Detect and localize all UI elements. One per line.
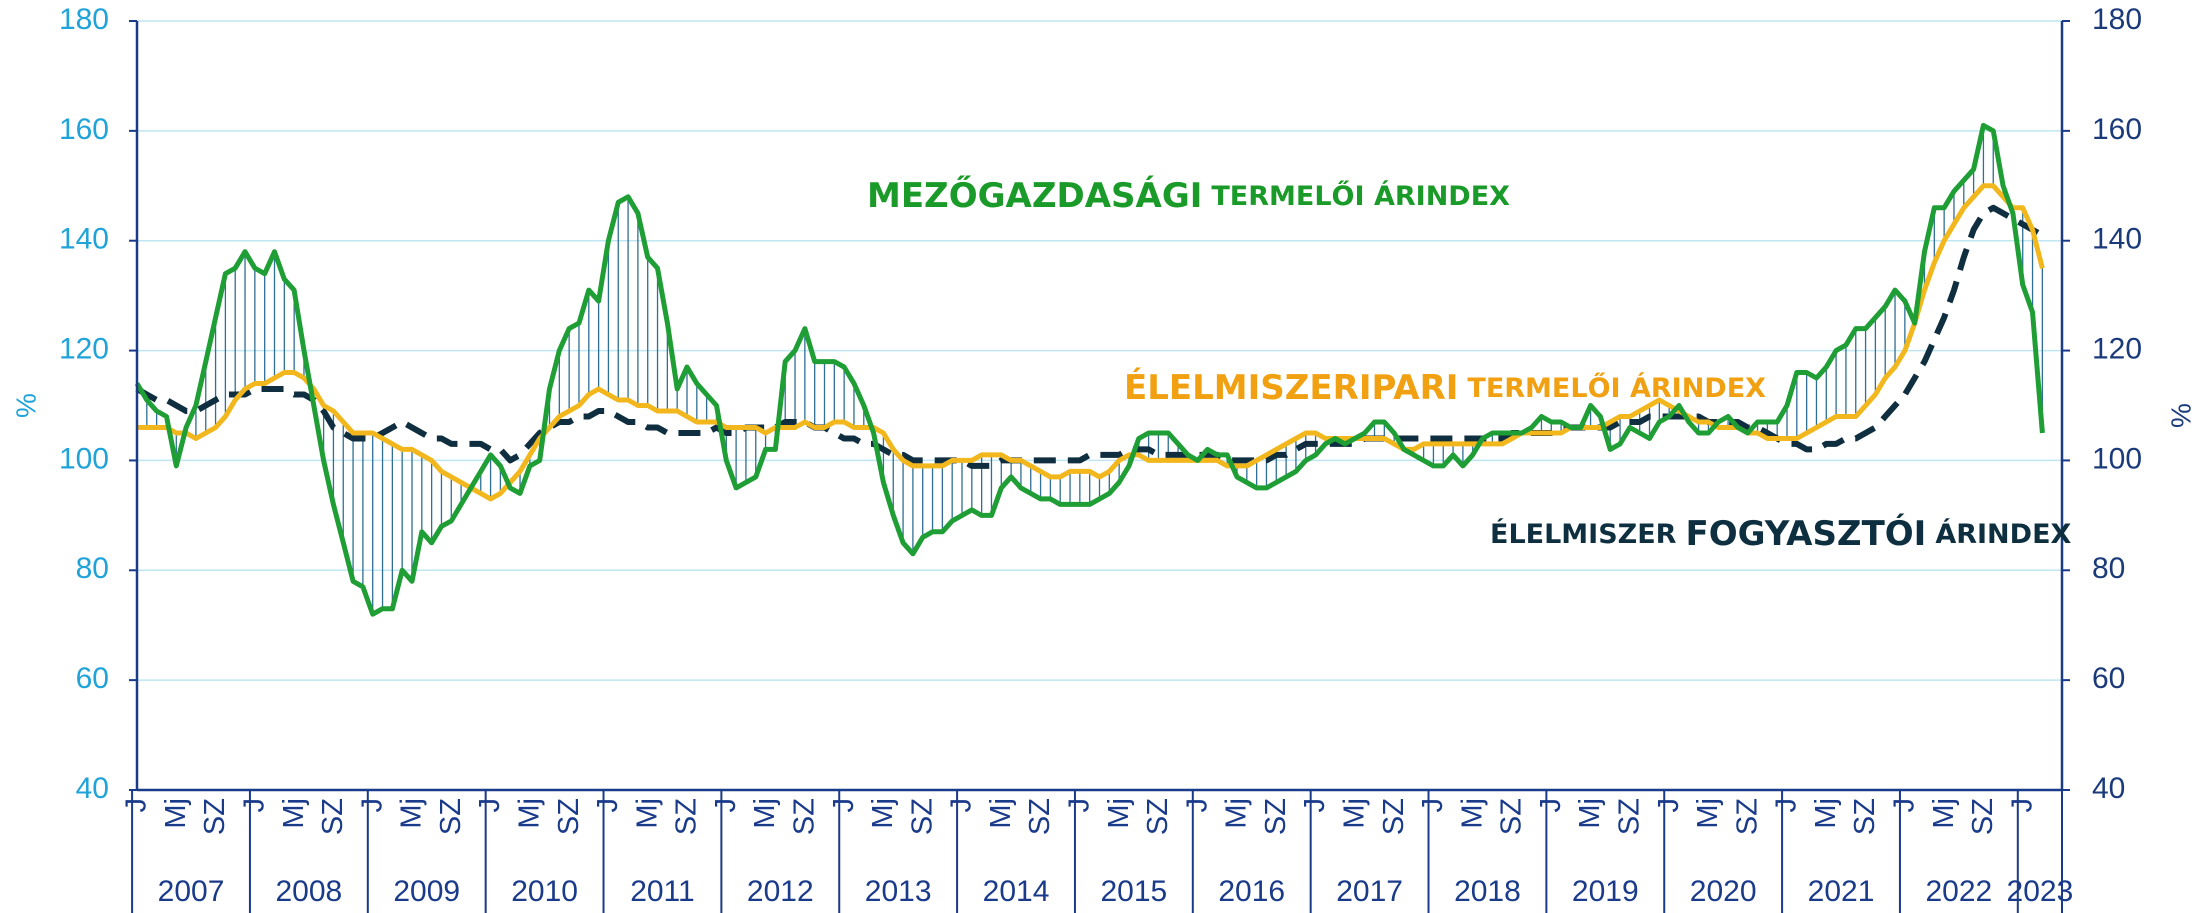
- x-tick-label: J: [356, 798, 388, 813]
- y2-tick-label: 60: [2092, 662, 2125, 695]
- x-tick-label: SZ: [671, 798, 703, 835]
- x-tick-label: Mj: [985, 798, 1017, 829]
- x-tick-label: SZ: [1967, 798, 1999, 835]
- year-label: 2018: [1454, 875, 1521, 908]
- annotation: ÉLELMISZER FOGYASZTÓI ÁRINDEX: [1490, 513, 2072, 554]
- annotation-part: ÁRINDEX: [1935, 518, 2071, 550]
- x-tick-label: J: [239, 798, 271, 813]
- annotation-part: FOGYASZTÓI: [1685, 513, 1926, 554]
- annotation-part: ÉLELMISZER: [1490, 518, 1677, 550]
- x-tick-label: SZ: [1731, 798, 1763, 835]
- y2-tick-label: 80: [2092, 552, 2125, 585]
- year-label: 2015: [1101, 875, 1168, 908]
- annotation-part: ÉLELMISZERIPARI: [1124, 367, 1458, 408]
- x-tick-label: Mj: [1103, 798, 1135, 829]
- x-tick-label: J: [1181, 798, 1213, 813]
- y-axis-title: %: [10, 393, 41, 418]
- x-tick-label: J: [1889, 798, 1921, 813]
- year-label: 2009: [393, 875, 460, 908]
- x-tick-label: SZ: [1142, 798, 1174, 835]
- x-tick-label: J: [1064, 798, 1096, 813]
- year-label: 2019: [1572, 875, 1639, 908]
- y-tick-label: 100: [59, 442, 109, 475]
- x-tick-label: SZ: [435, 798, 467, 835]
- year-label: 2017: [1336, 875, 1403, 908]
- y2-tick-label: 100: [2092, 442, 2142, 475]
- x-tick-label: SZ: [553, 798, 585, 835]
- year-label: 2010: [511, 875, 578, 908]
- series-line: [137, 183, 2045, 502]
- annotation-part: TERMELŐI ÁRINDEX: [1467, 372, 1766, 404]
- annotation: MEZŐGAZDASÁGI TERMELŐI ÁRINDEX: [867, 175, 1510, 216]
- y2-tick-label: 120: [2092, 332, 2142, 365]
- x-tick-label: SZ: [317, 798, 349, 835]
- year-label: 2014: [983, 875, 1050, 908]
- y-tick-label: 40: [76, 772, 109, 805]
- x-tick-label: SZ: [906, 798, 938, 835]
- x-tick-label: Mj: [1221, 798, 1253, 829]
- y-tick-label: 80: [76, 552, 109, 585]
- x-tick-label: Mj: [1928, 798, 1960, 829]
- year-label: 2013: [865, 875, 932, 908]
- y-tick-label: 120: [59, 332, 109, 365]
- y-tick-label: 160: [59, 113, 109, 146]
- series-line: [134, 122, 2045, 617]
- x-tick-label: J: [1299, 798, 1331, 813]
- x-tick-label: Mj: [1574, 798, 1606, 829]
- x-tick-label: SZ: [789, 798, 821, 835]
- x-tick-label: J: [121, 798, 153, 813]
- x-tick-label: J: [946, 798, 978, 813]
- x-tick-label: Mj: [867, 798, 899, 829]
- x-tick-label: Mj: [631, 798, 663, 829]
- annotation-part: TERMELŐI ÁRINDEX: [1211, 180, 1510, 212]
- x-tick-label: Mj: [749, 798, 781, 829]
- x-tick-label: Mj: [160, 798, 192, 829]
- x-tick-label: Mj: [514, 798, 546, 829]
- y2-tick-label: 160: [2092, 113, 2142, 146]
- year-label: 2023: [2007, 875, 2074, 908]
- series-line: [135, 204, 2044, 469]
- x-tick-label: Mj: [1810, 798, 1842, 829]
- x-tick-label: J: [1535, 798, 1567, 813]
- y2-axis-title: %: [2165, 403, 2196, 428]
- y-tick-label: 180: [59, 3, 109, 36]
- year-label: 2011: [630, 875, 695, 908]
- x-tick-label: Mj: [1692, 798, 1724, 829]
- x-tick-label: J: [592, 798, 624, 813]
- x-tick-label: J: [474, 798, 506, 813]
- y-tick-label: 60: [76, 662, 109, 695]
- y2-tick-label: 140: [2092, 223, 2142, 256]
- annotation: ÉLELMISZERIPARI TERMELŐI ÁRINDEX: [1124, 367, 1766, 408]
- x-tick-label: SZ: [1378, 798, 1410, 835]
- x-tick-label: Mj: [278, 798, 310, 829]
- year-label: 2022: [1926, 875, 1993, 908]
- x-tick-label: J: [828, 798, 860, 813]
- x-tick-label: SZ: [1496, 798, 1528, 835]
- x-tick-label: J: [1653, 798, 1685, 813]
- x-tick-label: SZ: [199, 798, 231, 835]
- year-label: 2020: [1690, 875, 1757, 908]
- x-tick-label: SZ: [1849, 798, 1881, 835]
- x-tick-label: Mj: [1339, 798, 1371, 829]
- year-label: 2008: [276, 875, 343, 908]
- x-tick-label: SZ: [1260, 798, 1292, 835]
- y2-tick-label: 180: [2092, 3, 2142, 36]
- y-tick-label: 140: [59, 223, 109, 256]
- x-tick-label: SZ: [1024, 798, 1056, 835]
- year-label: 2016: [1218, 875, 1285, 908]
- x-tick-label: SZ: [1614, 798, 1646, 835]
- x-tick-label: J: [710, 798, 742, 813]
- x-tick-label: Mj: [1456, 798, 1488, 829]
- annotation-part: MEZŐGAZDASÁGI: [867, 175, 1202, 216]
- year-label: 2007: [158, 875, 225, 908]
- year-label: 2021: [1808, 875, 1875, 908]
- y2-tick-label: 40: [2092, 772, 2125, 805]
- year-label: 2012: [747, 875, 814, 908]
- x-tick-label: J: [1771, 798, 1803, 813]
- x-tick-label: J: [1417, 798, 1449, 813]
- x-tick-label: J: [2006, 798, 2038, 813]
- x-tick-label: Mj: [396, 798, 428, 829]
